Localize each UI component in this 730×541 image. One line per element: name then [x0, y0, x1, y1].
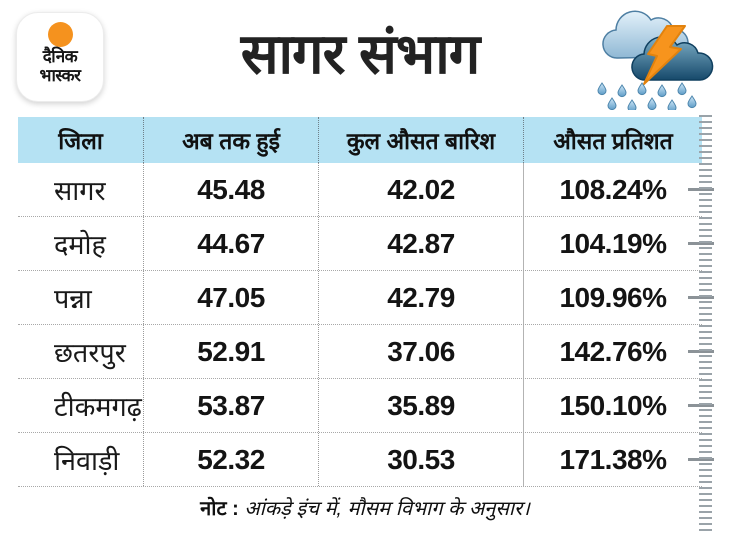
avg-total-cell: 42.79 — [318, 271, 523, 324]
storm-cloud-rain-icon — [597, 10, 714, 110]
column-header-rain-so-far: अब तक हुई — [143, 117, 318, 163]
rain-so-far-cell: 52.32 — [143, 433, 318, 486]
district-cell: पन्ना — [54, 284, 92, 314]
raindrops-icon — [597, 82, 697, 110]
page-title: सागर संभाग — [240, 22, 481, 85]
column-header-avg-total: कुल औसत बारिश — [318, 117, 523, 163]
sun-icon — [47, 22, 73, 47]
table-row: टीकमगढ़ 53.87 35.89 150.10% — [18, 379, 714, 433]
table-row: छतरपुर 52.91 37.06 142.76% — [18, 325, 714, 379]
avg-percent-cell: 142.76% — [523, 325, 702, 378]
avg-total-cell: 37.06 — [318, 325, 523, 378]
avg-percent-cell: 150.10% — [523, 379, 702, 432]
avg-total-cell: 42.02 — [318, 163, 523, 216]
rain-so-far-cell: 45.48 — [143, 163, 318, 216]
lightning-bolt-icon — [643, 25, 686, 85]
district-cell: सागर — [54, 176, 106, 206]
logo-text-line1: दैनिक — [42, 47, 78, 66]
avg-percent-cell: 104.19% — [523, 217, 702, 270]
district-cell: छतरपुर — [54, 338, 126, 368]
table-row: पन्ना 47.05 42.79 109.96% — [18, 271, 714, 325]
avg-percent-cell: 171.38% — [523, 433, 702, 486]
table-row: निवाड़ी 52.32 30.53 171.38% — [18, 433, 714, 487]
avg-total-cell: 42.87 — [318, 217, 523, 270]
avg-percent-cell: 108.24% — [523, 163, 702, 216]
table-row: दमोह 44.67 42.87 104.19% — [18, 217, 714, 271]
logo-text-line2: भास्कर — [39, 65, 81, 85]
column-header-district: जिला — [58, 128, 103, 154]
column-header-avg-percent: औसत प्रतिशत — [523, 117, 702, 163]
rain-so-far-cell: 53.87 — [143, 379, 318, 432]
rain-gauge-ruler — [699, 115, 712, 532]
avg-percent-cell: 109.96% — [523, 271, 702, 324]
district-cell: टीकमगढ़ — [54, 392, 142, 422]
avg-total-cell: 30.53 — [318, 433, 523, 486]
rain-so-far-cell: 47.05 — [143, 271, 318, 324]
avg-total-cell: 35.89 — [318, 379, 523, 432]
table-row: सागर 45.48 42.02 108.24% — [18, 163, 714, 217]
footnote: नोट : आंकड़े इंच में, मौसम विभाग के अनुस… — [0, 494, 730, 521]
footnote-label: नोट : — [200, 498, 239, 520]
footnote-text: आंकड़े इंच में, मौसम विभाग के अनुसार। — [244, 498, 530, 520]
table-header-row: जिला अब तक हुई कुल औसत बारिश औसत प्रतिशत — [18, 117, 702, 163]
rain-so-far-cell: 52.91 — [143, 325, 318, 378]
rain-so-far-cell: 44.67 — [143, 217, 318, 270]
rainfall-table: जिला अब तक हुई कुल औसत बारिश औसत प्रतिशत… — [18, 117, 714, 487]
dainik-bhaskar-logo: दैनिक भास्कर — [16, 12, 104, 102]
district-cell: दमोह — [54, 230, 106, 260]
district-cell: निवाड़ी — [54, 446, 120, 476]
